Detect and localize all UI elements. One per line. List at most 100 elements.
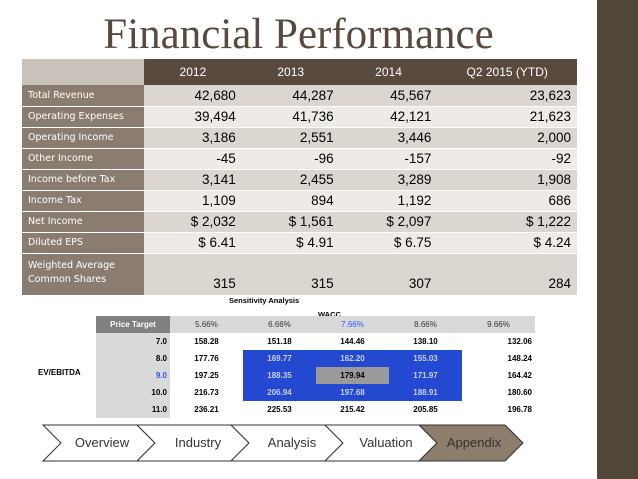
cell: 3,446 — [339, 127, 438, 149]
cell: 2,551 — [241, 127, 340, 149]
cell: 1,908 — [437, 169, 577, 191]
sensitivity-cell: 132.06 — [462, 333, 535, 350]
sensitivity-cell: 151.18 — [243, 333, 316, 350]
cell: 23,623 — [437, 85, 577, 107]
sensitivity-cell: 177.76 — [170, 350, 243, 367]
sensitivity-cell: 169.77 — [243, 350, 316, 367]
multiple-header: 11.0 — [96, 401, 170, 418]
cell: 3,289 — [339, 169, 438, 191]
financial-table: 2012 2013 2014 Q2 2015 (YTD) Total Reven… — [22, 59, 577, 296]
header-blank — [22, 59, 144, 85]
sensitivity-title: Sensitivity Analysis — [229, 296, 300, 305]
sensitivity-header-row: Price Target 5.66% 6.66% 7.66% 8.66% 9.6… — [96, 316, 535, 333]
cell: -96 — [241, 148, 340, 170]
cell: 894 — [241, 190, 340, 212]
sensitivity-table: Price Target 5.66% 6.66% 7.66% 8.66% 9.6… — [96, 316, 535, 418]
sensitivity-cell: 164.42 — [462, 367, 535, 384]
nav-item-analysis[interactable]: Analysis — [267, 435, 317, 450]
wacc-header: 6.66% — [243, 316, 316, 333]
table-row: Weighted Average Common Shares 315 315 3… — [22, 253, 577, 296]
cell: $ 1,222 — [437, 211, 577, 233]
table-row: Income Tax 1,109 894 1,192 686 — [22, 190, 577, 212]
row-label: Operating Expenses — [22, 106, 144, 128]
multiple-header: 10.0 — [96, 384, 170, 401]
cell: -157 — [339, 148, 438, 170]
cell: $ 1,561 — [241, 211, 340, 233]
cell: $ 6.41 — [144, 232, 242, 254]
sensitivity-cell: 225.53 — [243, 401, 316, 418]
nav-chevron-appendix[interactable] — [417, 424, 524, 462]
sensitivity-cell: 205.85 — [389, 401, 462, 418]
sensitivity-cell: 236.21 — [170, 401, 243, 418]
cell: 42,680 — [144, 85, 242, 107]
row-label: Income Tax — [22, 190, 144, 212]
table-row: Other Income -45 -96 -157 -92 — [22, 148, 577, 170]
wacc-axis-label: WACC — [318, 310, 341, 319]
sensitivity-cell: 162.20 — [316, 350, 389, 367]
cell: $ 4.91 — [241, 232, 340, 254]
wacc-header: 5.66% — [170, 316, 243, 333]
table-row: Operating Expenses 39,494 41,736 42,121 … — [22, 106, 577, 128]
multiple-header: 9.0 — [96, 367, 170, 384]
financial-header-row: 2012 2013 2014 Q2 2015 (YTD) — [22, 59, 577, 85]
sensitivity-cell: 206.94 — [243, 384, 316, 401]
year-header: 2012 — [144, 59, 242, 85]
sensitivity-row: 8.0 177.76 169.77 162.20 155.03 148.24 — [96, 350, 535, 367]
row-label-line: Weighted Average — [28, 260, 116, 271]
table-row: Total Revenue 42,680 44,287 45,567 23,62… — [22, 85, 577, 107]
nav-chevrons — [42, 424, 524, 462]
sensitivity-cell: 148.24 — [462, 350, 535, 367]
cell: 2,455 — [241, 169, 340, 191]
row-label-line: Common Shares — [28, 274, 107, 285]
wacc-header: 7.66% — [316, 316, 389, 333]
sensitivity-row: 9.0 197.25 188.35 179.94 171.97 164.42 — [96, 367, 535, 384]
nav-item-appendix[interactable]: Appendix — [446, 435, 502, 450]
cell: 41,736 — [241, 106, 340, 128]
multiple-header: 7.0 — [96, 333, 170, 350]
sensitivity-cell: 197.68 — [316, 384, 389, 401]
sensitivity-row: 7.0 158.28 151.18 144.46 138.10 132.06 — [96, 333, 535, 350]
row-label: Operating Income — [22, 127, 144, 149]
cell: $ 4.24 — [437, 232, 577, 254]
cell: 1,109 — [144, 190, 242, 212]
sensitivity-cell: 188.35 — [243, 367, 316, 384]
sensitivity-row: 11.0 236.21 225.53 215.42 205.85 196.78 — [96, 401, 535, 418]
sensitivity-cell: 179.94 — [316, 367, 389, 384]
sensitivity-cell: 197.25 — [170, 367, 243, 384]
cell: 2,000 — [437, 127, 577, 149]
cell: 686 — [437, 190, 577, 212]
right-sidebar-bar — [597, 0, 638, 479]
cell: $ 2,097 — [339, 211, 438, 233]
sensitivity-row: 10.0 216.73 206.94 197.68 188.91 180.60 — [96, 384, 535, 401]
ev-ebitda-axis-label: EV/EBITDA — [38, 368, 81, 377]
nav-item-overview[interactable]: Overview — [74, 435, 130, 450]
cell: 21,623 — [437, 106, 577, 128]
section-nav: Overview Industry Analysis Valuation App… — [42, 424, 524, 462]
cell: 315 — [144, 253, 242, 296]
sensitivity-cell: 158.28 — [170, 333, 243, 350]
nav-item-industry[interactable]: Industry — [174, 435, 222, 450]
table-row: Income before Tax 3,141 2,455 3,289 1,90… — [22, 169, 577, 191]
price-target-label: Price Target — [96, 316, 170, 333]
table-row: Net Income $ 2,032 $ 1,561 $ 2,097 $ 1,2… — [22, 211, 577, 233]
row-label: Other Income — [22, 148, 144, 170]
table-row: Diluted EPS $ 6.41 $ 4.91 $ 6.75 $ 4.24 — [22, 232, 577, 254]
sensitivity-cell: 196.78 — [462, 401, 535, 418]
cell: $ 6.75 — [339, 232, 438, 254]
sensitivity-cell: 144.46 — [316, 333, 389, 350]
cell: 42,121 — [339, 106, 438, 128]
sensitivity-cell: 138.10 — [389, 333, 462, 350]
cell: $ 2,032 — [144, 211, 242, 233]
nav-item-valuation[interactable]: Valuation — [359, 435, 413, 450]
cell: 44,287 — [241, 85, 340, 107]
sensitivity-cell: 216.73 — [170, 384, 243, 401]
table-row: Operating Income 3,186 2,551 3,446 2,000 — [22, 127, 577, 149]
cell: 1,192 — [339, 190, 438, 212]
year-header: Q2 2015 (YTD) — [437, 59, 577, 85]
year-header: 2013 — [241, 59, 340, 85]
row-label: Diluted EPS — [22, 232, 144, 254]
cell: 3,141 — [144, 169, 242, 191]
row-label: Income before Tax — [22, 169, 144, 191]
cell: 307 — [339, 253, 438, 296]
year-header: 2014 — [339, 59, 438, 85]
